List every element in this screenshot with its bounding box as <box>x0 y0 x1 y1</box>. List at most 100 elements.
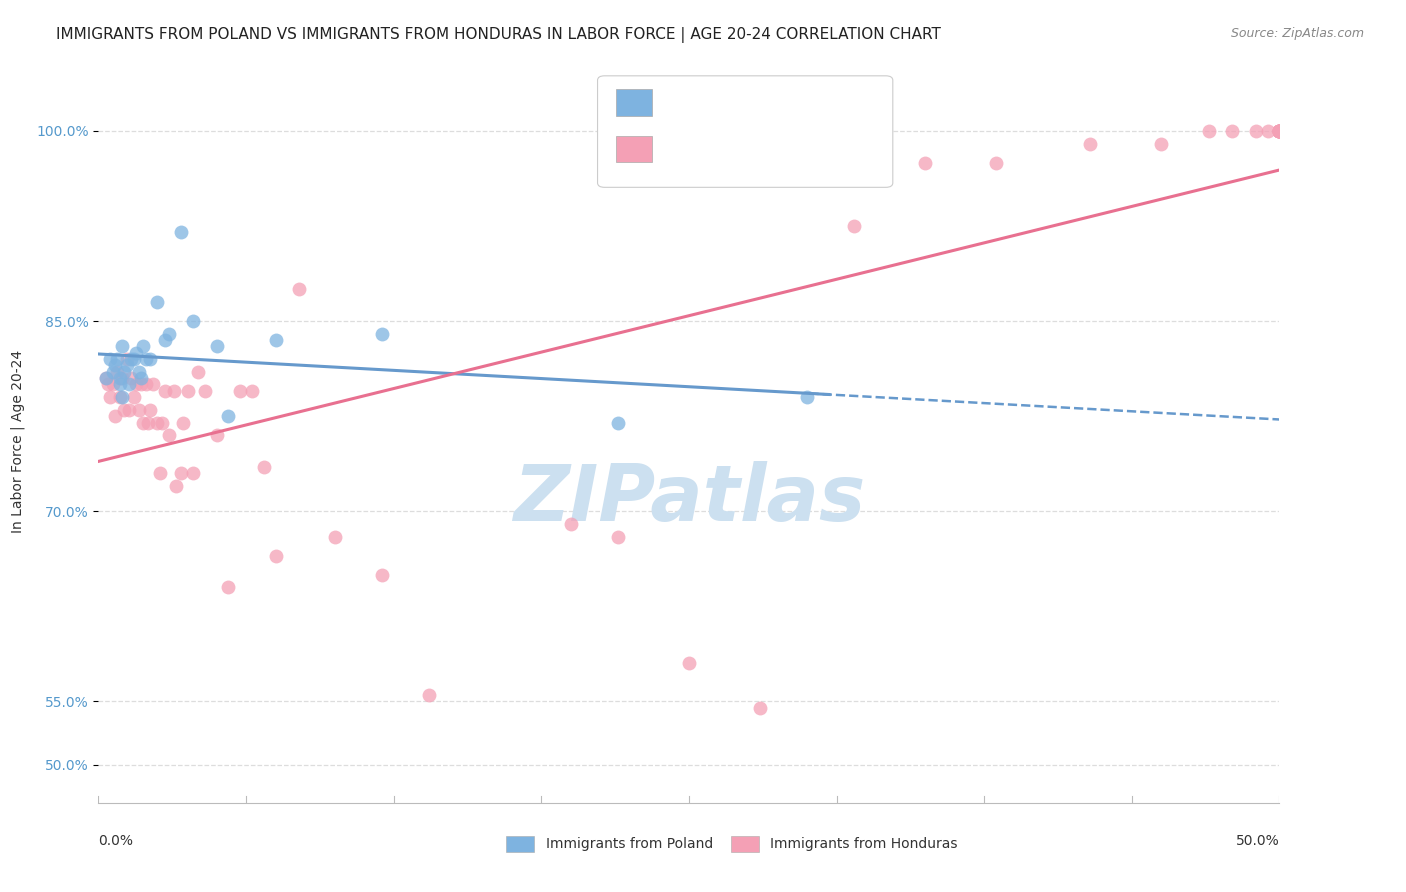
Point <box>121 371 143 385</box>
Point <box>984 155 1007 169</box>
Point <box>914 155 936 169</box>
Text: Immigrants from Poland: Immigrants from Poland <box>546 837 713 851</box>
Point <box>101 365 124 379</box>
Point <box>465 834 488 848</box>
Text: Immigrants from Honduras: Immigrants from Honduras <box>770 837 957 851</box>
Point <box>1268 124 1291 138</box>
Point <box>112 402 135 417</box>
Text: N =: N = <box>748 94 800 112</box>
Point <box>128 402 150 417</box>
Point <box>217 409 239 424</box>
Point <box>205 428 228 442</box>
Point <box>104 359 127 373</box>
Point <box>253 459 276 474</box>
Point <box>1220 124 1243 138</box>
Point <box>108 377 131 392</box>
Point <box>139 352 162 367</box>
Text: 0.183: 0.183 <box>706 94 763 112</box>
Point <box>163 384 186 398</box>
Point <box>607 530 630 544</box>
Point <box>1268 124 1291 138</box>
Point <box>122 390 145 404</box>
Text: 50.0%: 50.0% <box>1236 834 1279 848</box>
Point <box>1268 124 1291 138</box>
Y-axis label: In Labor Force | Age 20-24: In Labor Force | Age 20-24 <box>10 350 25 533</box>
Point <box>132 416 155 430</box>
Point <box>105 352 128 367</box>
Point <box>112 365 135 379</box>
Point <box>678 657 700 671</box>
Point <box>187 365 209 379</box>
Point <box>560 516 582 531</box>
Point <box>129 371 152 385</box>
Point <box>111 390 134 404</box>
Point <box>150 416 173 430</box>
Point <box>121 352 143 367</box>
Point <box>607 416 630 430</box>
Point <box>101 377 124 392</box>
Point <box>115 352 138 367</box>
Point <box>128 365 150 379</box>
Point <box>98 390 121 404</box>
Point <box>157 428 180 442</box>
Point <box>111 339 134 353</box>
Point <box>796 390 818 404</box>
Point <box>229 384 252 398</box>
Point <box>94 371 117 385</box>
Point <box>149 467 172 481</box>
Point <box>205 339 228 353</box>
Point <box>105 365 128 379</box>
Point <box>104 409 127 424</box>
Point <box>181 467 204 481</box>
Point <box>97 377 120 392</box>
Point <box>1268 124 1291 138</box>
Point <box>194 384 217 398</box>
Point <box>240 384 263 398</box>
Point <box>288 282 311 296</box>
Point <box>153 333 176 347</box>
Point <box>844 219 866 233</box>
Point <box>170 467 193 481</box>
Point <box>1268 124 1291 138</box>
Point <box>170 226 193 240</box>
Point <box>98 352 121 367</box>
Text: IMMIGRANTS FROM POLAND VS IMMIGRANTS FROM HONDURAS IN LABOR FORCE | AGE 20-24 CO: IMMIGRANTS FROM POLAND VS IMMIGRANTS FRO… <box>56 27 941 43</box>
Point <box>118 402 141 417</box>
Text: R =: R = <box>666 140 706 158</box>
Point <box>115 359 138 373</box>
Point <box>1268 124 1291 138</box>
Point <box>125 377 148 392</box>
Point <box>132 339 155 353</box>
Point <box>177 384 200 398</box>
Point <box>264 549 287 563</box>
Point <box>139 402 162 417</box>
Point <box>165 479 187 493</box>
Text: R =: R = <box>666 94 706 112</box>
Text: ZIPatlas: ZIPatlas <box>513 461 865 537</box>
Point <box>181 314 204 328</box>
Point <box>1080 136 1102 151</box>
Point <box>217 580 239 594</box>
Point <box>1268 124 1291 138</box>
Text: 68: 68 <box>801 140 827 158</box>
Point <box>371 326 394 341</box>
Point <box>1257 124 1279 138</box>
Point <box>146 416 169 430</box>
Point <box>172 416 194 430</box>
Point <box>125 346 148 360</box>
Point <box>1268 124 1291 138</box>
Point <box>157 326 180 341</box>
Point <box>418 688 440 702</box>
Point <box>108 371 131 385</box>
Point <box>1150 136 1173 151</box>
Point <box>135 377 157 392</box>
Point <box>323 530 346 544</box>
Point <box>135 352 157 367</box>
Point <box>108 390 131 404</box>
Point <box>1268 124 1291 138</box>
Point <box>142 377 165 392</box>
Point <box>1244 124 1267 138</box>
Point <box>1198 124 1220 138</box>
Point <box>153 384 176 398</box>
Point <box>111 371 134 385</box>
